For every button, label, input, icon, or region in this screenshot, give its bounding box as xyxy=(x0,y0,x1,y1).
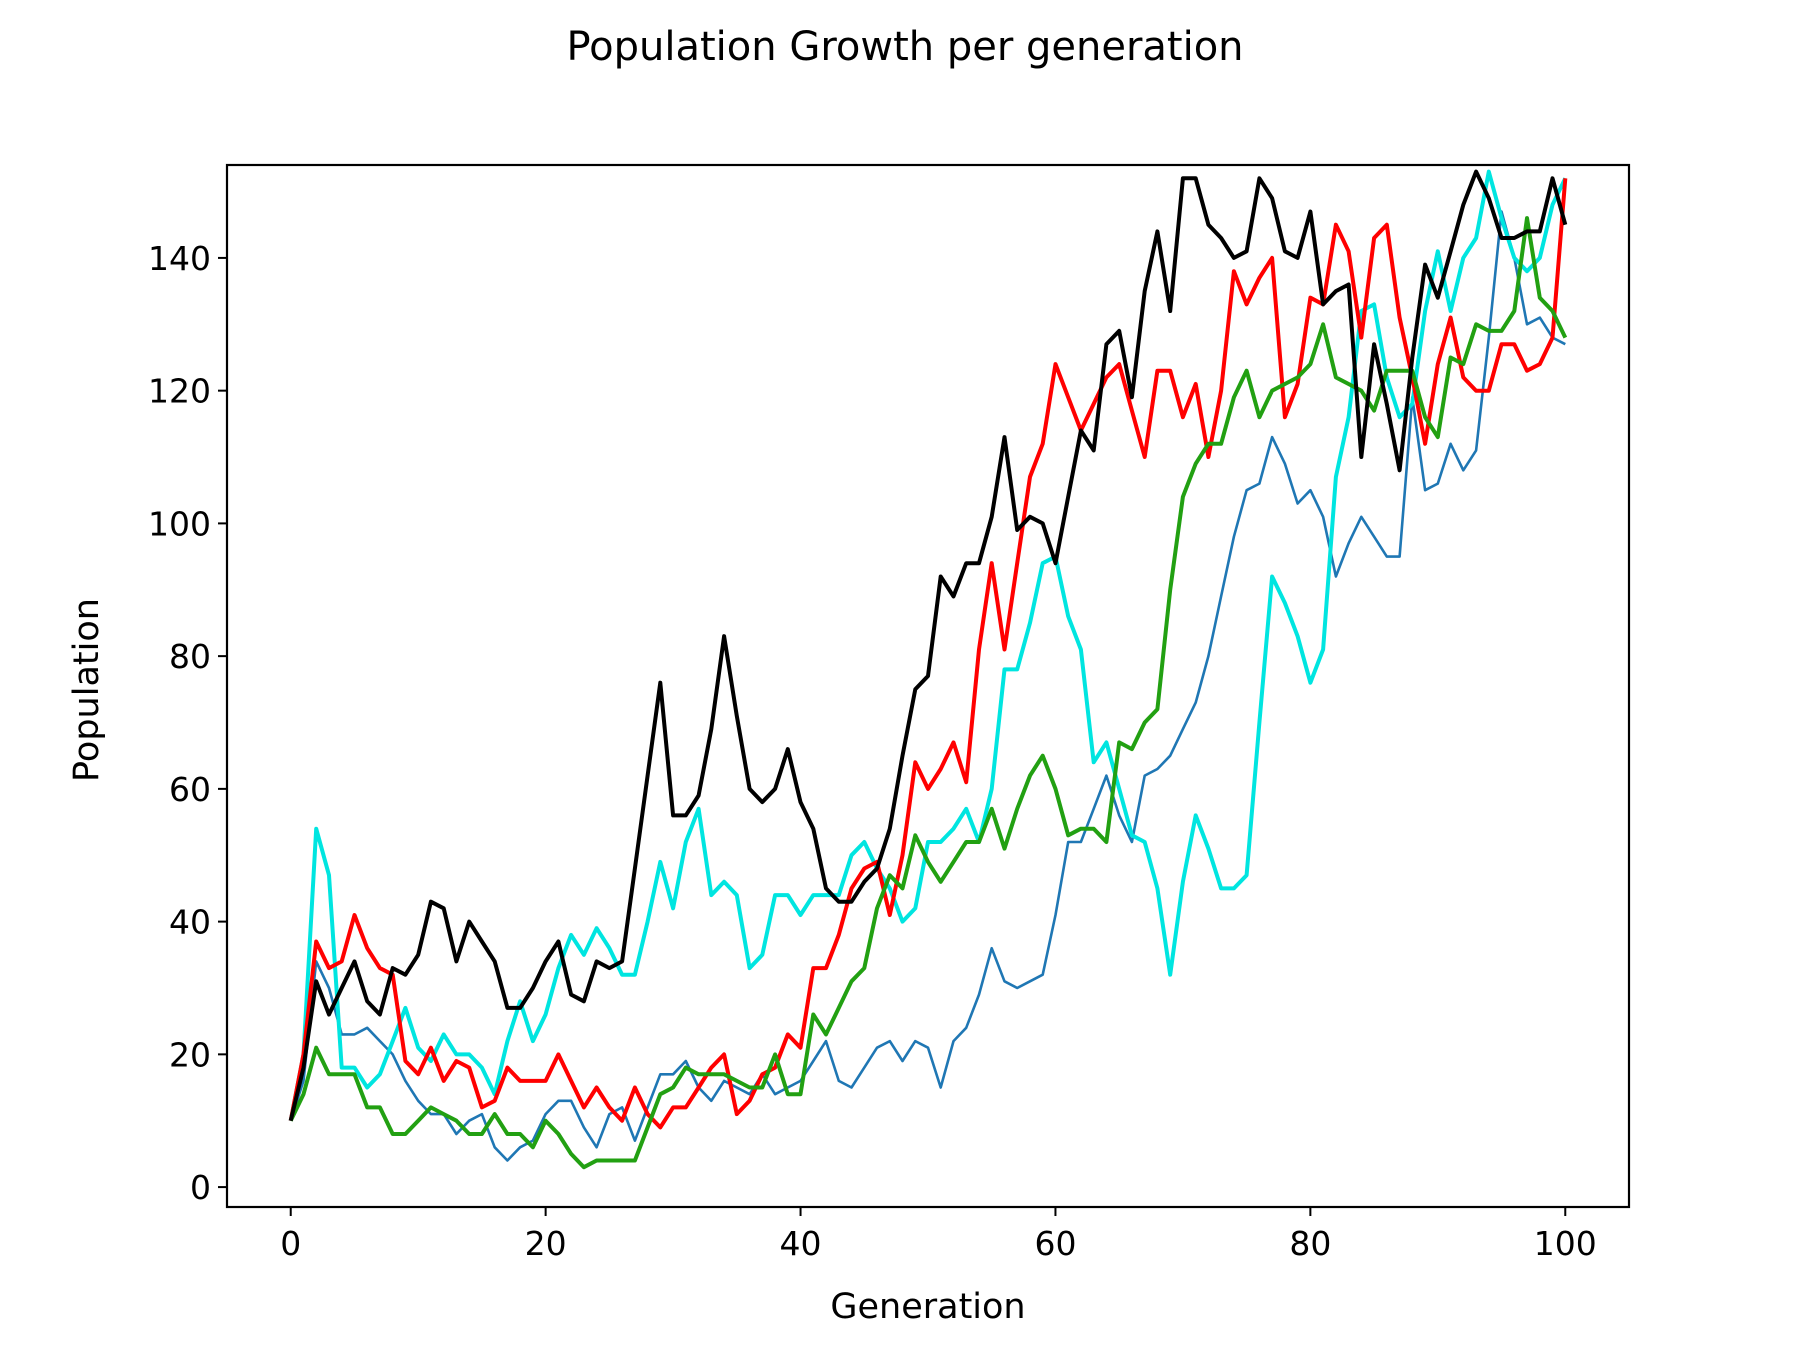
x-tick-label: 60 xyxy=(1034,1224,1076,1263)
series-line-1 xyxy=(288,169,1568,1122)
y-axis: 0 20 40 60 80 100 120 140 xyxy=(148,239,227,1207)
series-line-0 xyxy=(289,210,1566,1162)
x-tick-label: 0 xyxy=(280,1224,301,1263)
x-tick-label: 80 xyxy=(1289,1224,1331,1263)
y-tick-label: 120 xyxy=(148,372,211,411)
chart-title: Population Growth per generation xyxy=(566,24,1243,70)
x-tick-label: 100 xyxy=(1534,1224,1597,1263)
series-line-2 xyxy=(288,178,1568,1130)
series-line-4 xyxy=(288,169,1568,1122)
series-line-3 xyxy=(288,216,1568,1170)
y-tick-label: 100 xyxy=(148,504,211,543)
y-tick-label: 140 xyxy=(148,239,211,278)
x-axis-label: Generation xyxy=(830,1287,1025,1327)
y-tick-label: 60 xyxy=(169,770,211,809)
y-tick-label: 80 xyxy=(169,637,211,676)
plot-frame xyxy=(225,163,1631,1209)
series-layer xyxy=(288,169,1568,1170)
x-tick-label: 40 xyxy=(780,1224,822,1263)
y-tick-label: 40 xyxy=(169,903,211,942)
x-tick-label: 20 xyxy=(525,1224,567,1263)
y-axis-label: Population xyxy=(67,598,107,782)
y-tick-label: 20 xyxy=(169,1035,211,1074)
y-tick-label: 0 xyxy=(190,1168,211,1207)
x-axis: 0 20 40 60 80 100 xyxy=(280,1207,1597,1263)
